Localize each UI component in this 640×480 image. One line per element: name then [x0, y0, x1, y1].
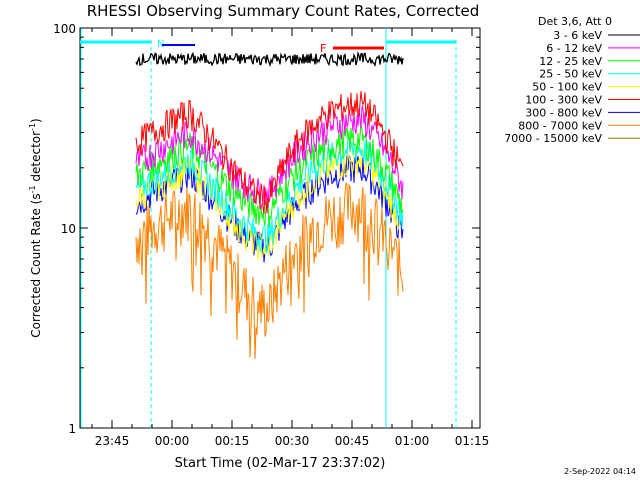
legend-entry-label: 300 - 800 keV [525, 106, 602, 119]
flag-n-label: N [157, 39, 164, 50]
series-line [135, 181, 404, 360]
x-axis-label: Start Time (02-Mar-17 23:37:02) [175, 456, 386, 471]
y-axis-label: Corrected Count Rate (s-1 detector-1) [28, 118, 43, 337]
series-line [135, 91, 404, 215]
y-tick-label: 100 [53, 22, 76, 36]
legend-entry-label: 7000 - 15000 keV [504, 132, 602, 145]
x-tick-label: 01:00 [395, 434, 430, 448]
y-axis-label-sup2: -1 [28, 123, 37, 131]
legend-entry-label: 3 - 6 keV [553, 29, 602, 42]
legend-entry-label: 12 - 25 keV [539, 55, 602, 68]
legend-entry-label: 800 - 7000 keV [518, 119, 602, 132]
series-line [135, 135, 404, 254]
flag-f-label: F [320, 42, 326, 55]
y-axis-label-main: Corrected Count Rate (s [29, 193, 43, 337]
x-tick-label: 00:45 [335, 434, 370, 448]
x-tick-label: 00:00 [155, 434, 190, 448]
series-line [135, 50, 404, 68]
y-axis-label-sup1: -1 [28, 185, 37, 193]
x-tick-label: 00:15 [215, 434, 250, 448]
timestamp: 2-Sep-2022 04:14 [564, 467, 636, 476]
series-lines [135, 50, 404, 360]
legend-entry-label: 6 - 12 keV [546, 42, 602, 55]
y-tick-label: 10 [61, 222, 76, 236]
series-line [135, 147, 404, 261]
x-tick-label: 23:45 [95, 434, 130, 448]
y-axis-label-end: ) [29, 118, 43, 123]
legend-entry-label: 25 - 50 keV [539, 68, 602, 81]
legend-entry-label: 50 - 100 keV [532, 81, 602, 94]
legend-title: Det 3,6, Att 0 [538, 15, 612, 28]
chart-title: RHESSI Observing Summary Count Rates, Co… [87, 2, 480, 20]
axis-ticks: 23:45 00:00 00:15 00:30 00:45 01:00 01:15 1 10 10… [53, 22, 489, 448]
x-tick-label: 01:15 [455, 434, 490, 448]
series-line [135, 124, 404, 228]
y-axis-label-mid: detector [29, 131, 43, 186]
x-tick-label: 00:30 [275, 434, 310, 448]
y-tick-label: 1 [68, 422, 76, 436]
legend-entry-label: 100 - 300 keV [525, 94, 602, 107]
series-line [135, 105, 404, 210]
